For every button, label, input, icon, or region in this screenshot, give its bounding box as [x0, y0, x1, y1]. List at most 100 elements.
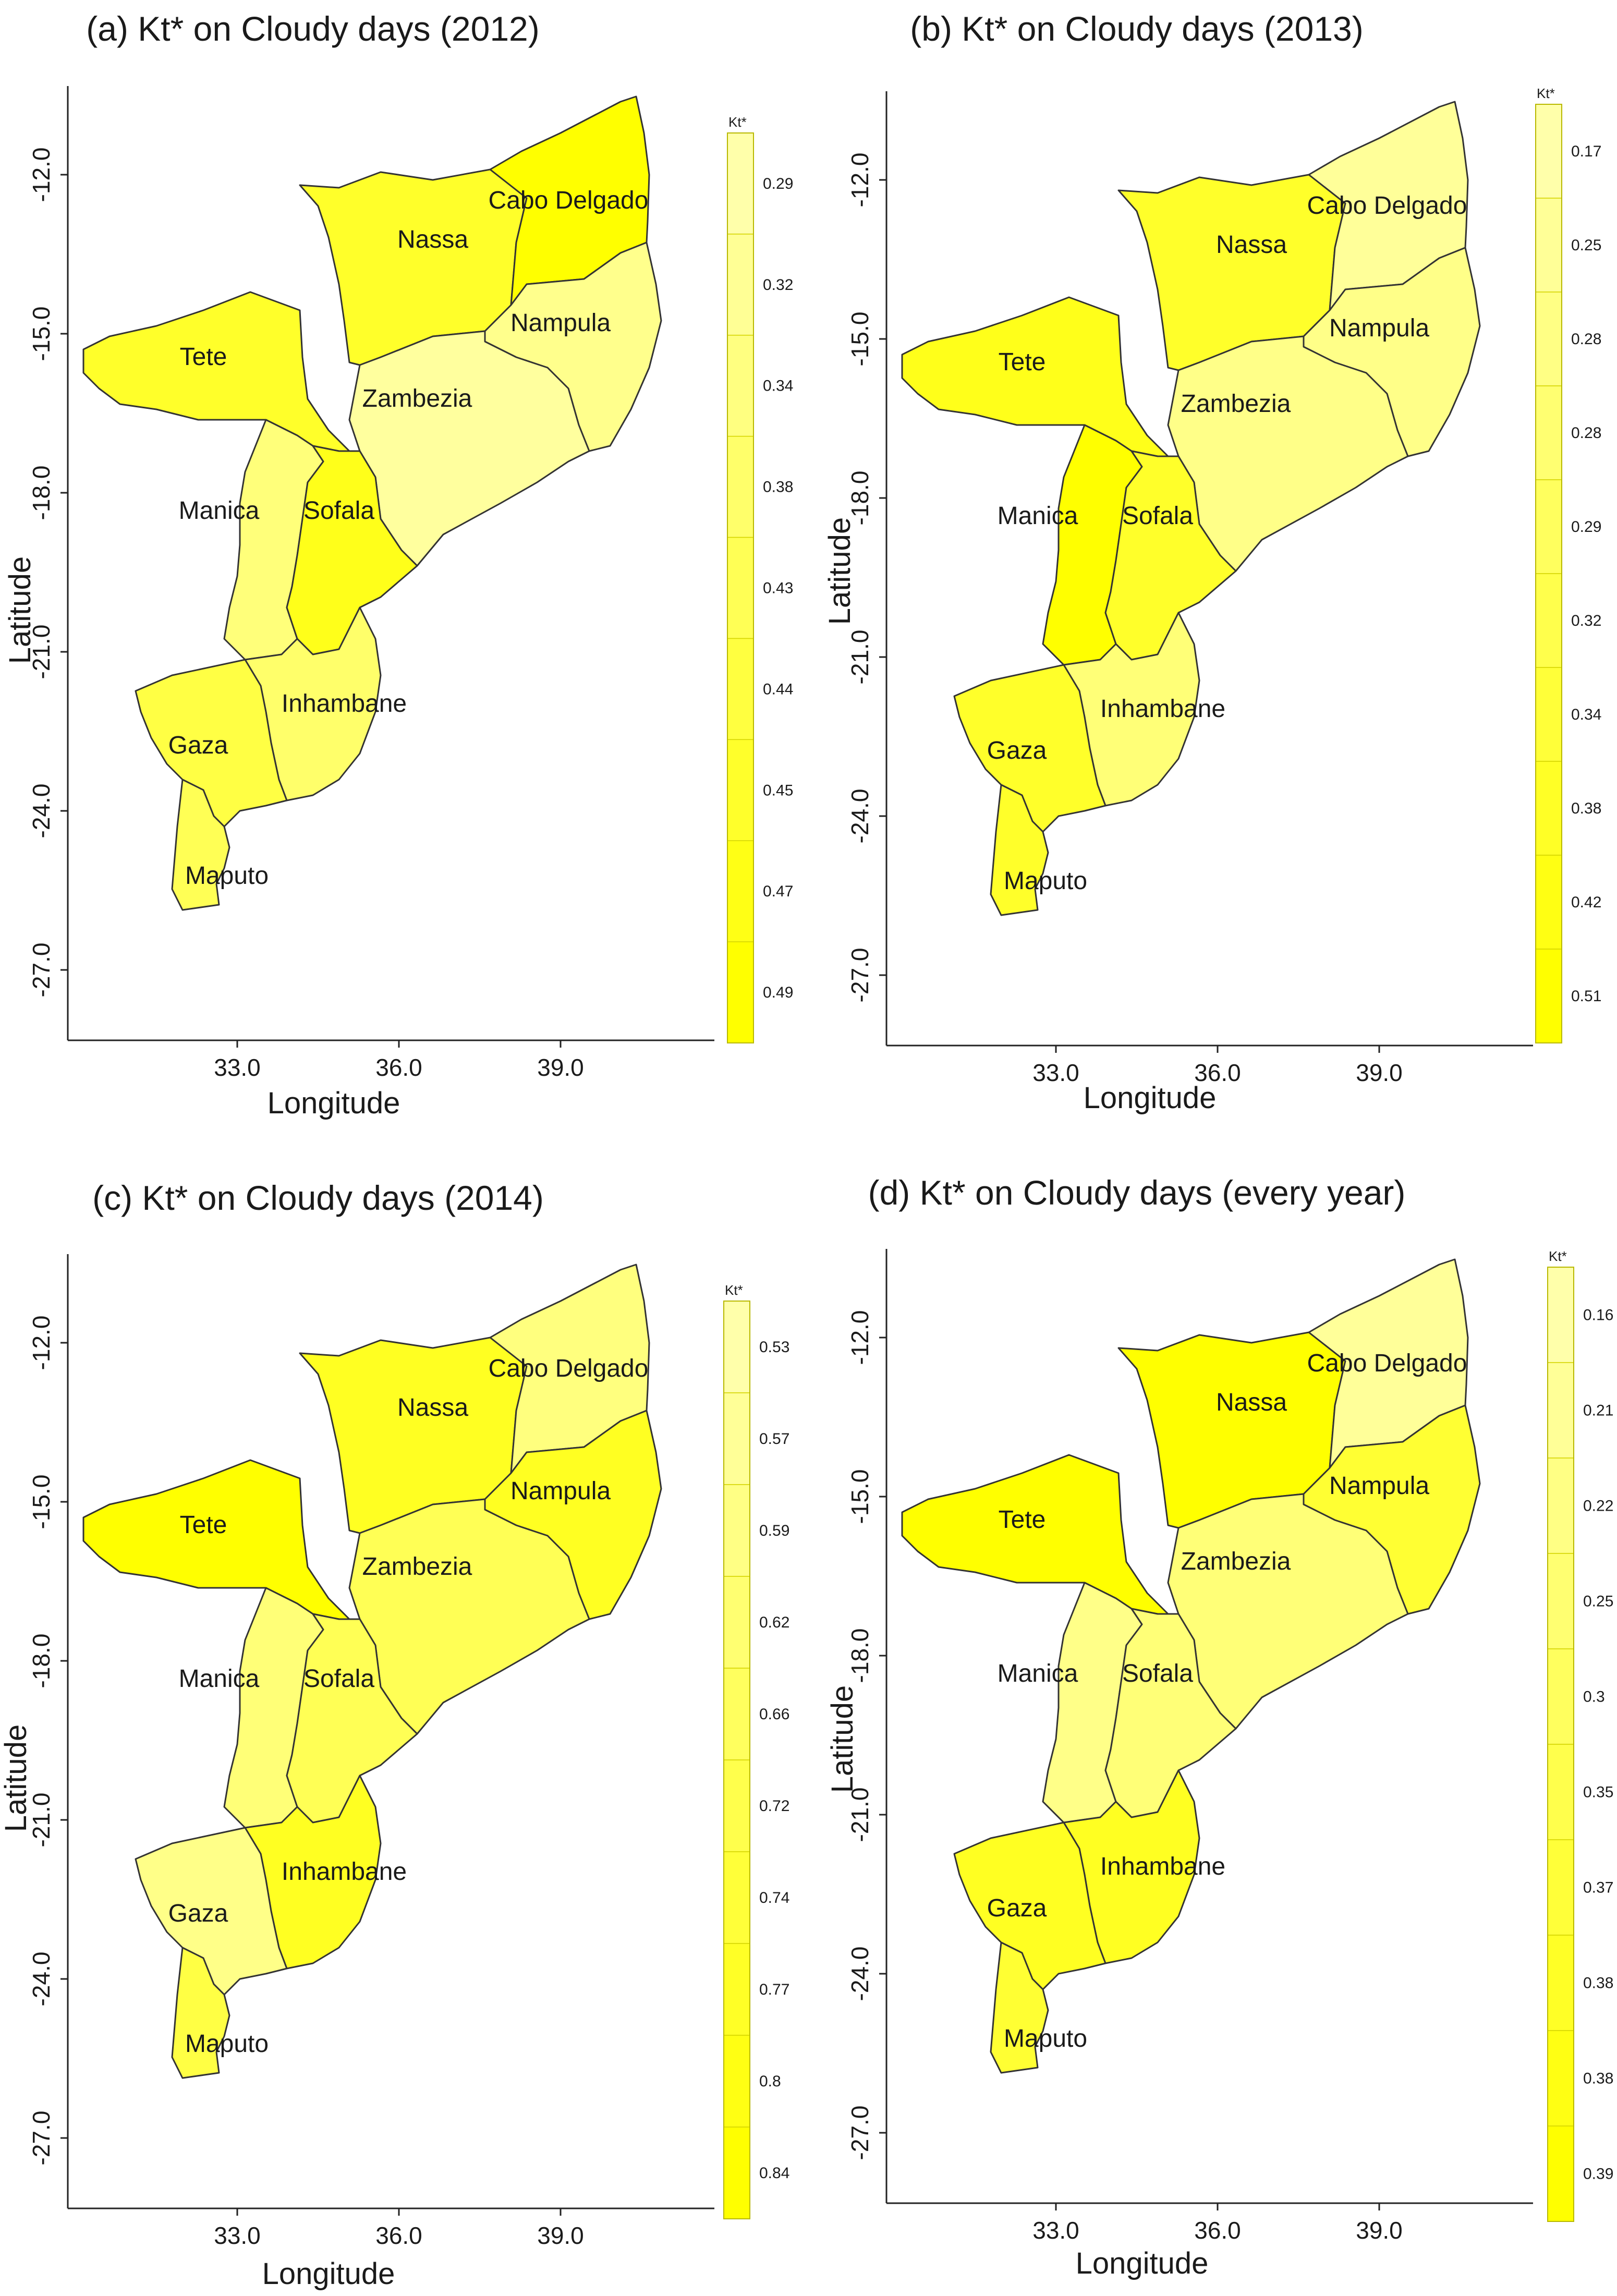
x-axis-label: Longitude — [1084, 1081, 1217, 1115]
province-label-manica: Manica — [179, 497, 260, 525]
x-tick-label: 36.0 — [1194, 1059, 1241, 1086]
province-label-tete: Tete — [180, 343, 227, 371]
legend: Kt* 0.17 0.25 0.28 0.28 0.29 0.32 0.34 0.38 0.42 0… — [1535, 86, 1601, 1043]
province-label-manica: Manica — [179, 1665, 260, 1693]
legend-value: 0.34 — [1571, 706, 1601, 723]
legend-swatch — [1547, 1362, 1574, 1459]
legend-swatch — [1547, 1267, 1574, 1363]
legend-value: 0.51 — [1571, 988, 1601, 1005]
legend-swatch — [727, 335, 754, 437]
legend-swatch — [723, 2035, 750, 2128]
legend-swatch — [723, 1301, 750, 1393]
legend-swatch — [723, 2127, 750, 2219]
legend-swatch — [727, 537, 754, 639]
y-tick-label: -21.0 — [846, 1788, 873, 1842]
province-label-cabo-delgado: Cabo Delgado — [489, 187, 649, 214]
legend-swatch — [723, 1392, 750, 1485]
province-cabo-delgado — [1308, 101, 1469, 311]
province-maputo — [171, 779, 230, 911]
province-label-maputo: Maputo — [185, 862, 269, 890]
y-axis-label: Latitude — [825, 1685, 859, 1793]
legend-swatch — [1535, 667, 1562, 762]
province-label-nampula: Nampula — [510, 1477, 611, 1505]
province-tete — [901, 1454, 1169, 1615]
province-label-zambezia: Zambezia — [362, 1553, 472, 1581]
province-map: Tete Nassa Cabo Delgado Nampula Zambezia Mani… — [901, 1258, 1481, 2074]
legend-swatch — [727, 739, 754, 841]
province-map: Tete Nassa Cabo Delgado Nampula Zambezia Mani… — [82, 1264, 662, 2079]
map-panel-d: (d) Kt* on Cloudy days (every year) Tete N… — [825, 1173, 1613, 2280]
legend-value: 0.34 — [763, 378, 793, 395]
legend-value: 0.43 — [763, 580, 793, 597]
legend-value: 0.38 — [1583, 2070, 1613, 2087]
legend-value: 0.17 — [1571, 143, 1601, 160]
legend-border — [723, 1301, 750, 2219]
panel-title: (a) Kt* on Cloudy days (2012) — [86, 9, 539, 48]
legend-value: 0.72 — [759, 1797, 789, 1815]
legend-swatch — [1547, 1648, 1574, 1745]
legend-value: 0.57 — [759, 1430, 789, 1448]
map-panel-b: (b) Kt* on Cloudy days (2013) Tete Nassa Ca… — [823, 9, 1601, 1115]
legend-swatch — [1547, 1553, 1574, 1649]
x-tick-label: 33.0 — [214, 1054, 261, 1081]
province-label-cabo-delgado: Cabo Delgado — [1307, 1350, 1467, 1377]
legend-value: 0.22 — [1583, 1498, 1613, 1515]
province-label-inhambane: Inhambane — [1100, 695, 1225, 723]
province-gaza — [953, 664, 1107, 833]
legend-swatch — [723, 1759, 750, 1852]
x-tick-label: 33.0 — [214, 2222, 261, 2249]
province-label-zambezia: Zambezia — [1181, 390, 1291, 418]
legend-title: Kt* — [1537, 86, 1555, 101]
y-tick-label: -18.0 — [846, 1629, 873, 1683]
y-tick-label: -18.0 — [28, 1634, 55, 1688]
y-tick-label: -15.0 — [28, 1475, 55, 1529]
province-label-inhambane: Inhambane — [1100, 1853, 1225, 1880]
legend-value: 0.62 — [759, 1614, 789, 1631]
legend-border — [727, 132, 754, 1043]
legend-value: 0.44 — [763, 681, 793, 698]
legend-value: 0.16 — [1583, 1307, 1613, 1324]
legend: Kt* 0.53 0.57 0.59 0.62 0.66 0.72 0.74 0.77 0.8 0.… — [723, 1282, 789, 2219]
legend-swatch — [1535, 385, 1562, 480]
legend-value: 0.35 — [1583, 1784, 1613, 1801]
legend-swatch — [723, 1851, 750, 1944]
legend-value: 0.29 — [1571, 518, 1601, 536]
province-label-tete: Tete — [180, 1511, 227, 1539]
legend-value: 0.37 — [1583, 1879, 1613, 1897]
province-label-inhambane: Inhambane — [282, 1858, 407, 1886]
province-cabo-delgado — [489, 1264, 650, 1474]
legend-value: 0.29 — [763, 175, 793, 192]
province-label-maputo: Maputo — [1004, 867, 1087, 895]
legend-value: 0.39 — [1583, 2166, 1613, 2183]
legend-value: 0.49 — [763, 984, 793, 1001]
y-tick-label: -24.0 — [28, 1952, 55, 2007]
legend-swatch — [723, 1576, 750, 1669]
legend-swatch — [1535, 761, 1562, 856]
y-tick-label: -27.0 — [28, 2111, 55, 2166]
province-map: Tete Nassa Cabo Delgado Nampula Zambezia Mani… — [82, 95, 662, 911]
legend-swatch — [727, 840, 754, 942]
province-label-cabo-delgado: Cabo Delgado — [489, 1355, 649, 1382]
legend-swatch — [1547, 1935, 1574, 2031]
x-tick-label: 39.0 — [1356, 2217, 1403, 2244]
province-tete — [82, 291, 350, 452]
legend-value: 0.8 — [759, 2073, 781, 2090]
y-tick-label: -15.0 — [846, 312, 873, 367]
province-maputo — [990, 784, 1049, 916]
legend-swatch — [727, 234, 754, 336]
x-tick-label: 39.0 — [537, 2222, 584, 2249]
legend-swatch — [1535, 573, 1562, 668]
province-gaza — [135, 659, 288, 828]
legend-swatch — [1535, 291, 1562, 386]
province-label-tete: Tete — [999, 348, 1046, 376]
legend-swatch — [1535, 949, 1562, 1043]
legend-value: 0.38 — [1583, 1975, 1613, 1992]
province-tete — [82, 1459, 350, 1620]
province-tete — [901, 296, 1169, 457]
province-label-manica: Manica — [998, 502, 1078, 530]
province-cabo-delgado — [489, 95, 650, 306]
legend-swatch — [1535, 198, 1562, 293]
legend-value: 0.84 — [759, 2165, 789, 2182]
map-panel-a: (a) Kt* on Cloudy days (2012) Tete Nassa Ca… — [3, 9, 793, 1120]
